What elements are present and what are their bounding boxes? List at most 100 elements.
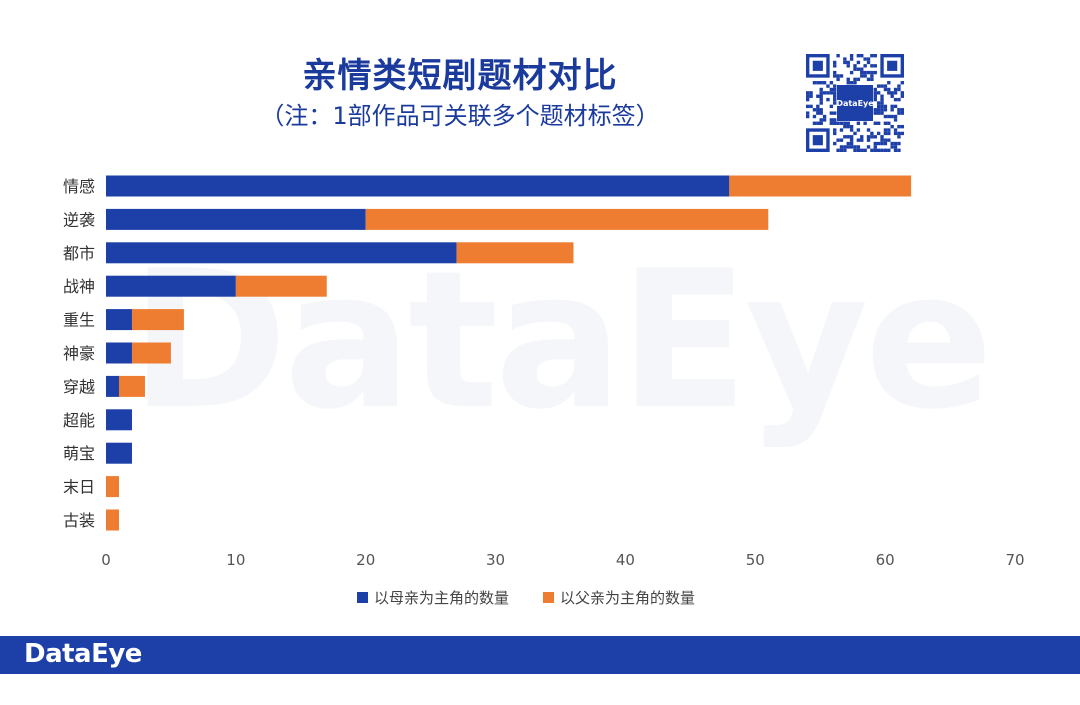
category-label: 都市 xyxy=(63,244,95,263)
x-tick-labels: 0 10 20 30 40 50 60 70 xyxy=(101,551,1024,569)
qr-module xyxy=(887,81,891,85)
qr-module xyxy=(893,118,898,122)
qr-module xyxy=(883,121,888,125)
bar-古装-series-2 xyxy=(106,509,119,531)
qr-module xyxy=(846,141,850,146)
qr-module xyxy=(833,70,837,75)
category-label: 战神 xyxy=(63,277,95,296)
x-tick-label: 20 xyxy=(356,551,375,569)
qr-module xyxy=(809,91,813,95)
bar-都市-series-2 xyxy=(456,242,574,264)
qr-module xyxy=(833,128,837,132)
qr-module xyxy=(866,57,871,61)
qr-module xyxy=(843,145,847,149)
bar-穿越-series-1 xyxy=(106,375,119,397)
qr-module xyxy=(873,87,877,92)
qr-code-pattern xyxy=(806,54,904,152)
qr-module xyxy=(829,91,834,95)
qr-module xyxy=(833,91,837,95)
qr-module xyxy=(833,101,837,105)
qr-module xyxy=(833,87,837,92)
qr-module xyxy=(876,121,881,125)
qr-module xyxy=(819,87,823,92)
qr-module xyxy=(863,57,867,61)
qr-module xyxy=(876,101,881,105)
qr-module xyxy=(873,111,877,115)
qr-module xyxy=(833,111,837,115)
category-label: 超能 xyxy=(63,411,95,430)
qr-module xyxy=(846,124,850,129)
qr-module xyxy=(836,77,840,82)
qr-module xyxy=(887,138,891,142)
qr-module xyxy=(866,60,871,65)
qr-module xyxy=(819,91,823,95)
qr-module xyxy=(860,148,864,152)
qr-module xyxy=(866,145,871,149)
qr-module xyxy=(849,138,854,142)
qr-module xyxy=(860,54,864,58)
qr-module xyxy=(839,128,844,132)
qr-module xyxy=(829,87,834,92)
qr-module xyxy=(849,145,854,149)
qr-module xyxy=(897,131,901,136)
qr-module xyxy=(880,94,884,98)
qr-module xyxy=(812,121,817,125)
qr-module xyxy=(890,104,894,109)
category-label: 重生 xyxy=(63,311,95,330)
qr-module xyxy=(893,128,898,132)
qr-module xyxy=(866,70,871,75)
qr-module xyxy=(816,81,820,85)
footer-logo: DataEye xyxy=(24,639,142,669)
qr-module xyxy=(880,84,884,88)
qr-module xyxy=(829,118,834,122)
qr-module xyxy=(863,70,867,75)
qr-module xyxy=(806,111,810,115)
qr-finder-core xyxy=(887,60,898,71)
qr-module xyxy=(873,70,877,75)
qr-module xyxy=(833,131,837,136)
qr-module xyxy=(880,148,884,152)
qr-module xyxy=(883,104,888,109)
qr-module xyxy=(853,145,857,149)
qr-module xyxy=(870,54,874,58)
qr-module xyxy=(873,141,877,146)
qr-module xyxy=(897,135,901,139)
qr-module xyxy=(863,74,867,78)
qr-module xyxy=(900,124,904,129)
qr-module xyxy=(819,97,823,102)
qr-module xyxy=(883,141,888,146)
qr-module xyxy=(883,138,888,142)
qr-module xyxy=(893,131,898,136)
bar-穿越-series-2 xyxy=(118,375,145,397)
qr-module xyxy=(863,121,867,125)
qr-module xyxy=(876,148,881,152)
qr-module xyxy=(893,114,898,119)
qr-module xyxy=(893,91,898,95)
qr-module xyxy=(839,148,844,152)
qr-module xyxy=(816,104,820,109)
qr-module xyxy=(873,97,877,102)
qr-module xyxy=(843,135,847,139)
qr-module xyxy=(849,57,854,61)
qr-module xyxy=(846,64,850,68)
qr-module xyxy=(836,121,840,125)
qr-module xyxy=(826,97,830,102)
qr-module xyxy=(866,138,871,142)
qr-module xyxy=(849,141,854,146)
qr-module xyxy=(806,114,810,119)
qr-module xyxy=(843,124,847,129)
qr-module xyxy=(816,108,820,112)
qr-module xyxy=(856,60,861,65)
qr-module xyxy=(809,94,813,98)
qr-module xyxy=(853,67,857,71)
qr-module xyxy=(856,138,861,142)
qr-finder-core xyxy=(812,60,823,71)
qr-module xyxy=(893,104,898,109)
qr-module xyxy=(829,81,834,85)
bar-战神-series-1 xyxy=(106,275,236,297)
qr-module xyxy=(887,114,891,119)
chart-title: 亲情类短剧题材对比 xyxy=(302,56,618,96)
qr-module xyxy=(812,108,817,112)
qr-module xyxy=(826,84,830,88)
qr-module xyxy=(880,138,884,142)
